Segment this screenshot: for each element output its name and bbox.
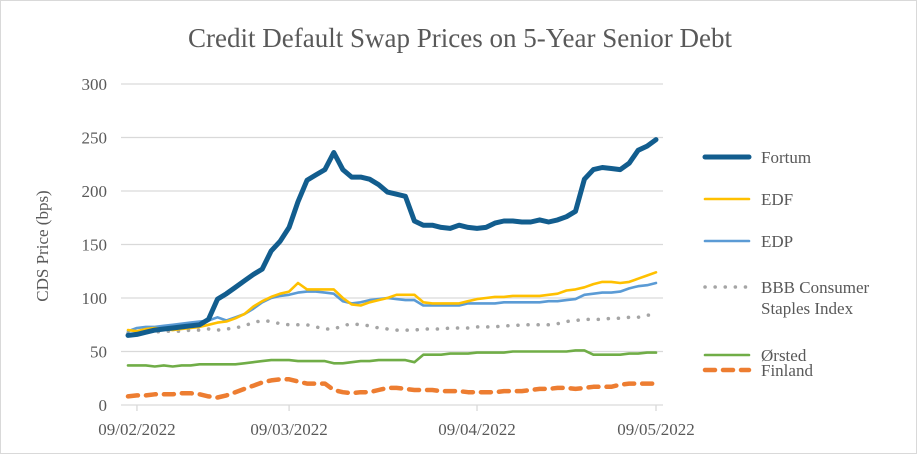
legend-label: Ørsted	[761, 346, 807, 365]
x-tick-label: 09/05/2022	[617, 420, 694, 439]
x-tick-label: 09/03/2022	[250, 420, 327, 439]
y-axis-label: CDS Price (bps)	[33, 190, 52, 301]
series-lines	[125, 137, 659, 400]
y-tick-label: 0	[99, 396, 108, 415]
y-tick-label: 50	[90, 343, 107, 362]
legend-item: EDP	[703, 232, 793, 251]
y-tick-label: 150	[82, 236, 108, 255]
series-line-finland	[125, 377, 659, 400]
legend-label: Staples Index	[761, 299, 854, 318]
series-line-fortum	[125, 137, 659, 338]
y-tick-label: 250	[82, 129, 108, 148]
legend-item: BBB Consumer Staples Index	[703, 278, 869, 318]
series-line-edp	[126, 281, 658, 333]
legend-label: EDF	[761, 190, 793, 209]
y-axis-ticks: 0 50 100 150 200 250 300	[82, 75, 108, 415]
legend-label: BBB Consumer	[761, 278, 869, 297]
legend-item: Fortum	[702, 148, 811, 167]
y-tick-label: 100	[82, 289, 108, 308]
chart-title: Credit Default Swap Prices on 5-Year Sen…	[188, 23, 732, 53]
legend: Fortum EDF EDP BBB Consumer Staples Index Ørs…	[702, 148, 869, 380]
x-axis: 09/02/2022 09/03/2022 09/04/2022 09/05/2022	[98, 404, 695, 439]
legend-label: EDP	[761, 232, 793, 251]
legend-item: EDF	[703, 190, 793, 209]
x-tick-label: 09/02/2022	[98, 420, 175, 439]
legend-item: Finland	[702, 361, 813, 380]
legend-label: Fortum	[761, 148, 811, 167]
legend-label: Finland	[761, 361, 813, 380]
legend-item: Ørsted	[703, 346, 807, 365]
series-line-bbb-consumer-staples-index	[126, 313, 658, 336]
y-tick-label: 200	[82, 182, 108, 201]
series-line--rsted	[126, 349, 658, 368]
series-line-edf	[126, 271, 658, 333]
y-tick-label: 300	[82, 75, 108, 94]
gridlines	[121, 83, 663, 353]
x-tick-label: 09/04/2022	[438, 420, 515, 439]
